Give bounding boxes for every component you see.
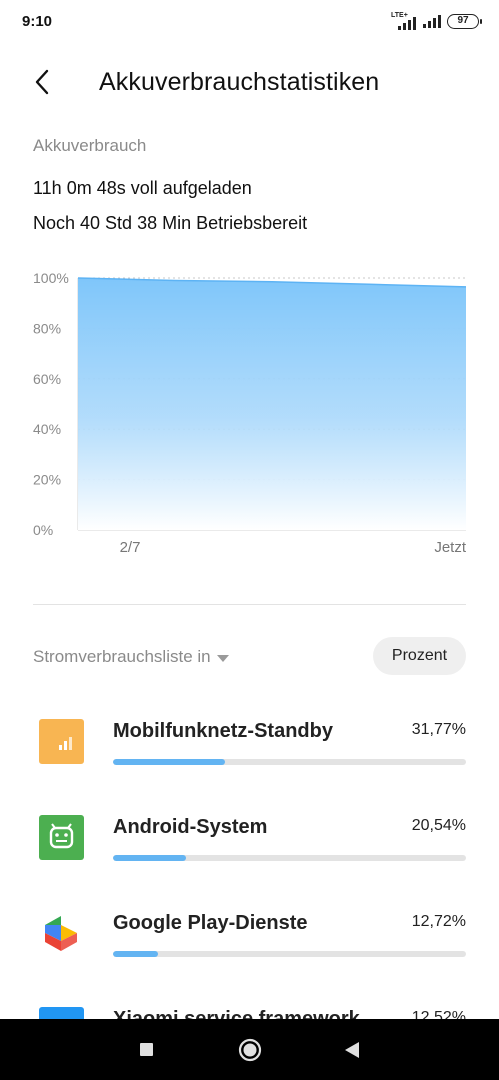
- square-icon: [139, 1043, 153, 1056]
- app-usage-row[interactable]: Google Play-Dienste 12,72%: [0, 911, 499, 981]
- back-button[interactable]: [24, 64, 60, 100]
- charged-duration: 11h 0m 48s voll aufgeladen: [33, 178, 252, 198]
- app-header: Akkuverbrauchstatistiken: [0, 56, 499, 108]
- remaining-time: Noch 40 Std 38 Min Betriebsbereit: [33, 213, 308, 233]
- app-usage-row[interactable]: Android-System 20,54%: [0, 815, 499, 885]
- y-tick-label: 40%: [33, 421, 61, 437]
- status-time: 9:10: [22, 13, 53, 30]
- status-icons: LTE+ 97: [391, 12, 482, 30]
- battery-level: 97: [457, 14, 469, 26]
- app-name: Android-System: [113, 816, 268, 838]
- app-name: Google Play-Dienste: [113, 912, 308, 934]
- battery-usage-chart: 100% 80% 60% 40% 20% 0% 2/7 Jetzt: [33, 270, 467, 556]
- usage-bar-track: [113, 951, 466, 957]
- triangle-back-icon: [345, 1041, 359, 1058]
- app-usage-row[interactable]: Mobilfunknetz-Standby 31,77%: [0, 719, 499, 789]
- status-bar: 9:10 LTE+ 97: [0, 0, 499, 44]
- usage-section-label: Akkuverbrauch: [33, 136, 147, 155]
- android-robot-icon: [39, 815, 84, 860]
- battery-icon: 97: [447, 13, 482, 29]
- unit-toggle-button[interactable]: Prozent: [373, 637, 466, 675]
- list-header-label: Stromverbrauchsliste in: [33, 647, 211, 666]
- app-usage-percent: 12,72%: [411, 913, 466, 930]
- cell-signal-icon: [39, 719, 84, 764]
- usage-bar-fill: [113, 951, 158, 957]
- recents-button[interactable]: [116, 1019, 176, 1080]
- list-sort-dropdown[interactable]: Stromverbrauchsliste in: [33, 647, 229, 667]
- battery-area: [78, 278, 466, 530]
- chevron-left-icon: [35, 69, 49, 95]
- x-tick-label: Jetzt: [434, 539, 467, 556]
- y-tick-label: 100%: [33, 270, 69, 286]
- x-tick-label: 2/7: [120, 539, 141, 556]
- usage-bar-track: [113, 759, 466, 765]
- y-tick-label: 60%: [33, 371, 61, 387]
- navigation-bar: [0, 1019, 499, 1080]
- play-services-icon: [39, 911, 84, 956]
- app-usage-percent: 20,54%: [411, 817, 466, 834]
- signal-strength-icon: [423, 14, 441, 28]
- usage-bar-track: [113, 855, 466, 861]
- y-tick-label: 20%: [33, 472, 61, 488]
- battery-line: [77, 277, 467, 288]
- lte-signal-icon: LTE+: [391, 12, 417, 30]
- page-title: Akkuverbrauchstatistiken: [99, 68, 380, 96]
- app-name: Mobilfunknetz-Standby: [113, 720, 333, 742]
- caret-down-icon: [216, 654, 229, 662]
- usage-bar-fill: [113, 759, 226, 765]
- section-divider: [33, 604, 466, 605]
- back-nav-button[interactable]: [322, 1019, 382, 1080]
- usage-bar-fill: [113, 855, 186, 861]
- app-usage-percent: 31,77%: [411, 721, 466, 738]
- y-tick-label: 80%: [33, 320, 61, 336]
- y-tick-label: 0%: [33, 522, 53, 538]
- home-button[interactable]: [220, 1019, 280, 1080]
- network-type: LTE+: [391, 12, 408, 19]
- circle-icon: [238, 1038, 262, 1061]
